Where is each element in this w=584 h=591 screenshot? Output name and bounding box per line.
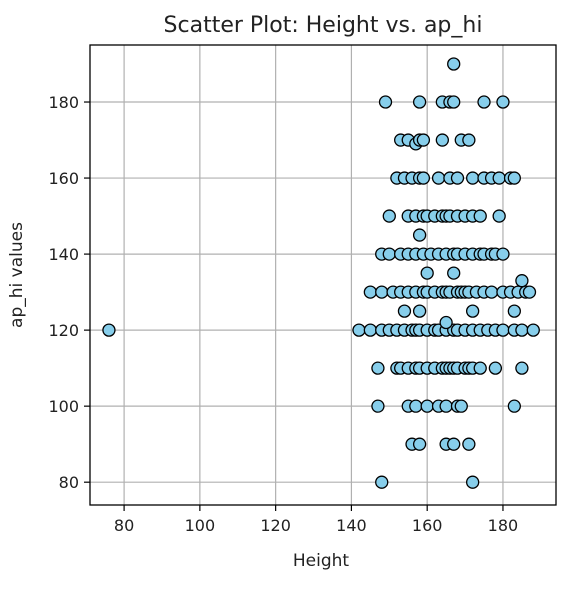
data-points <box>102 57 540 489</box>
data-point <box>363 323 378 337</box>
x-tick-label: 140 <box>336 516 367 535</box>
data-point <box>507 304 521 318</box>
data-point <box>382 209 396 223</box>
data-point <box>102 323 116 337</box>
chart-title: Scatter Plot: Height vs. ap_hi <box>164 13 483 38</box>
data-point <box>371 361 385 375</box>
x-tick-label: 180 <box>488 516 519 535</box>
y-tick-label: 160 <box>48 169 79 188</box>
data-point <box>382 247 396 261</box>
data-point <box>522 285 537 299</box>
data-point <box>496 247 510 261</box>
data-point <box>488 361 503 375</box>
data-point <box>447 266 461 280</box>
data-point <box>397 304 412 318</box>
y-tick-label: 140 <box>48 245 79 264</box>
data-point <box>492 209 506 223</box>
data-point <box>375 475 389 489</box>
y-tick-label: 80 <box>59 473 79 492</box>
data-point <box>507 399 521 413</box>
data-point <box>352 323 366 337</box>
data-point <box>447 57 461 71</box>
data-point <box>477 95 491 109</box>
x-tick-label: 160 <box>412 516 443 535</box>
x-tick-label: 120 <box>260 516 291 535</box>
data-point <box>412 95 427 109</box>
data-point <box>435 133 449 147</box>
data-point <box>496 323 510 337</box>
data-point <box>447 95 461 109</box>
data-point <box>473 209 487 223</box>
data-point <box>462 133 476 147</box>
data-point <box>454 399 468 413</box>
grid-lines <box>90 45 556 505</box>
data-point <box>462 437 476 451</box>
data-point <box>526 323 540 337</box>
data-point <box>420 399 434 413</box>
y-tick-label: 120 <box>48 321 79 340</box>
data-point <box>450 171 465 185</box>
data-point <box>416 133 431 147</box>
data-point <box>412 228 427 242</box>
data-point <box>363 285 378 299</box>
y-axis-ticks: 80 100 120 140 160 180 <box>48 93 90 492</box>
data-point <box>416 171 431 185</box>
plot-frame <box>89 44 557 506</box>
x-tick-label: 100 <box>185 516 216 535</box>
data-point <box>439 315 453 330</box>
data-point <box>431 171 446 185</box>
x-axis-ticks: 80 100 120 140 160 180 <box>114 505 518 535</box>
data-point <box>371 399 385 413</box>
x-axis-label: Height <box>293 551 350 571</box>
data-point <box>412 437 427 451</box>
data-point <box>439 399 453 413</box>
data-point <box>375 285 389 299</box>
data-point <box>496 95 510 109</box>
data-point <box>473 361 487 375</box>
data-point <box>466 475 480 489</box>
data-point <box>378 95 393 109</box>
data-point <box>515 323 529 337</box>
y-axis-label: ap_hi values <box>7 222 27 328</box>
data-point <box>466 171 480 185</box>
y-tick-label: 100 <box>48 397 79 416</box>
y-tick-label: 180 <box>48 93 79 112</box>
data-point <box>515 361 529 375</box>
data-point <box>466 304 480 318</box>
data-point <box>412 304 427 318</box>
data-point <box>492 171 506 185</box>
data-point <box>484 285 499 299</box>
data-point <box>507 171 521 185</box>
data-point <box>420 266 434 280</box>
data-point <box>447 437 461 451</box>
x-tick-label: 80 <box>114 516 134 535</box>
data-point <box>515 274 529 288</box>
data-point <box>409 399 423 413</box>
